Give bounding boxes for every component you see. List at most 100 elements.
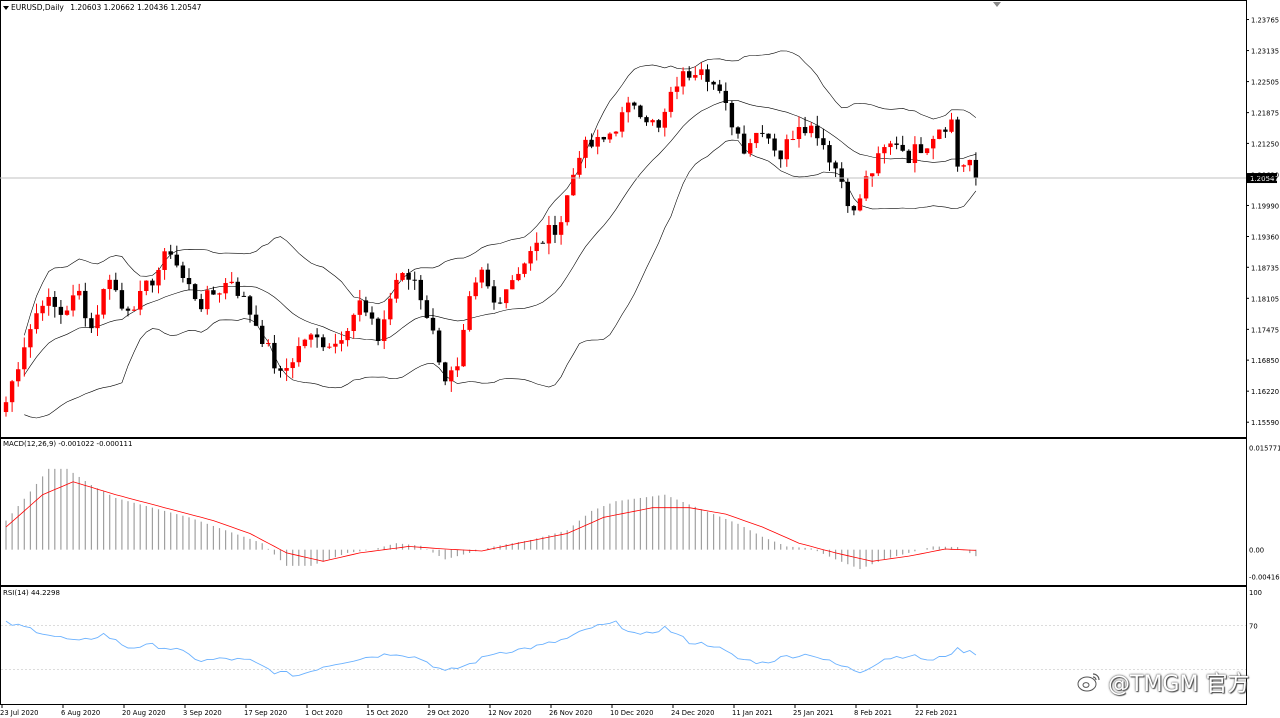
candle-body — [906, 150, 911, 164]
candle-body — [809, 125, 814, 134]
candle-body — [83, 290, 88, 319]
candle-body — [638, 105, 643, 118]
candle-body — [168, 251, 173, 255]
macd-tick-label: 0.015771 — [1249, 445, 1280, 453]
candle-body — [9, 381, 15, 403]
last-price-line: 1.20547 — [0, 173, 1279, 184]
candle-body — [52, 296, 57, 307]
candle-body — [961, 165, 966, 167]
candle-body — [912, 144, 918, 164]
candle-body — [125, 308, 131, 311]
price-tick-label: 1.15590 — [1251, 419, 1279, 427]
candle-body — [449, 370, 454, 382]
time-tick-label: 1 Oct 2020 — [305, 709, 343, 717]
candle-body — [156, 269, 161, 286]
candle-body — [528, 251, 533, 264]
candle-body — [363, 300, 369, 313]
candle-body — [394, 279, 399, 299]
time-tick-label: 17 Sep 2020 — [244, 709, 287, 717]
candle-body — [321, 337, 326, 348]
candle-body — [540, 242, 545, 244]
time-tick-label: 23 Jul 2020 — [0, 709, 38, 717]
candle-body — [229, 281, 234, 283]
candle-body — [565, 195, 570, 223]
candle-body — [211, 290, 216, 295]
rsi-tick-label: 70 — [1249, 622, 1258, 630]
candle-body — [571, 174, 576, 196]
candle-body — [583, 139, 588, 158]
candle-body — [388, 298, 393, 320]
candle-body — [827, 145, 832, 163]
candle-body — [266, 342, 271, 344]
candle-body — [296, 346, 301, 363]
candle-body — [504, 289, 509, 304]
candle-body — [955, 119, 960, 167]
rsi-line — [5, 620, 977, 677]
candle-body — [150, 280, 155, 286]
bollinger-bands — [24, 50, 977, 419]
candle-body — [46, 296, 51, 306]
candle-body — [931, 138, 936, 149]
time-tick-label: 6 Aug 2020 — [61, 709, 100, 717]
candle-body — [467, 296, 472, 330]
candle-body — [729, 103, 735, 128]
candle-body — [699, 69, 704, 76]
candle-body — [857, 198, 863, 211]
candle-body — [577, 157, 582, 175]
time-tick-label: 15 Oct 2020 — [366, 709, 408, 717]
candle-body — [674, 86, 680, 92]
candle-body — [656, 120, 661, 128]
candle-body — [144, 280, 149, 291]
candle-body — [241, 295, 247, 297]
candle-body — [772, 138, 777, 151]
time-tick-label: 20 Aug 2020 — [122, 709, 166, 717]
candle-body — [845, 181, 850, 207]
candle-body — [253, 314, 259, 326]
candle-body — [607, 133, 613, 140]
candle-body — [924, 148, 930, 154]
candle-body — [284, 368, 289, 371]
candle-body — [70, 295, 76, 311]
candle-body — [680, 71, 686, 87]
rsi-tick-label: 100 — [1249, 589, 1262, 597]
candle-body — [802, 127, 808, 134]
candle-body — [741, 133, 747, 154]
candle-body — [101, 289, 106, 315]
candle-body — [199, 299, 204, 310]
time-tick-label: 11 Jan 2021 — [732, 709, 773, 717]
candle-body — [192, 284, 198, 300]
candle-body — [668, 91, 674, 112]
price-tick-label: 1.17475 — [1251, 326, 1279, 334]
symbol-dropdown-icon[interactable] — [3, 6, 9, 10]
candle-body — [113, 279, 118, 291]
candle-body — [766, 133, 771, 139]
candle-body — [180, 265, 186, 278]
candle-body — [400, 273, 405, 280]
candle-body — [760, 132, 765, 134]
candles — [3, 62, 979, 417]
candle-body — [235, 281, 240, 296]
price-axis: 1.23765 1.23135 1.22505 1.21875 1.21250 1.206… — [1246, 17, 1279, 427]
price-tick-label: 1.22505 — [1251, 79, 1279, 87]
candle-body — [723, 90, 728, 104]
macd-panel: 0.015771 0.00 -0.004168 — [5, 445, 1280, 582]
candle-body — [516, 273, 521, 281]
candle-body — [58, 306, 64, 315]
candle-body — [754, 132, 759, 144]
time-tick-label: 25 Jan 2021 — [793, 709, 834, 717]
price-tick-label: 1.21250 — [1251, 140, 1279, 148]
candle-body — [485, 269, 491, 287]
candle-body — [510, 280, 515, 290]
candle-body — [119, 290, 125, 309]
candle-body — [796, 127, 802, 139]
candle-body — [839, 168, 844, 182]
candle-body — [333, 343, 338, 347]
macd-tick-label: 0.00 — [1249, 547, 1264, 555]
band-middle — [24, 100, 976, 376]
time-tick-label: 22 Feb 2021 — [915, 709, 957, 717]
chart-shift-marker-icon[interactable] — [993, 2, 1001, 7]
candle-body — [790, 138, 796, 140]
band-upper — [24, 50, 977, 336]
candle-body — [937, 129, 942, 139]
time-tick-label: 10 Dec 2020 — [610, 709, 653, 717]
